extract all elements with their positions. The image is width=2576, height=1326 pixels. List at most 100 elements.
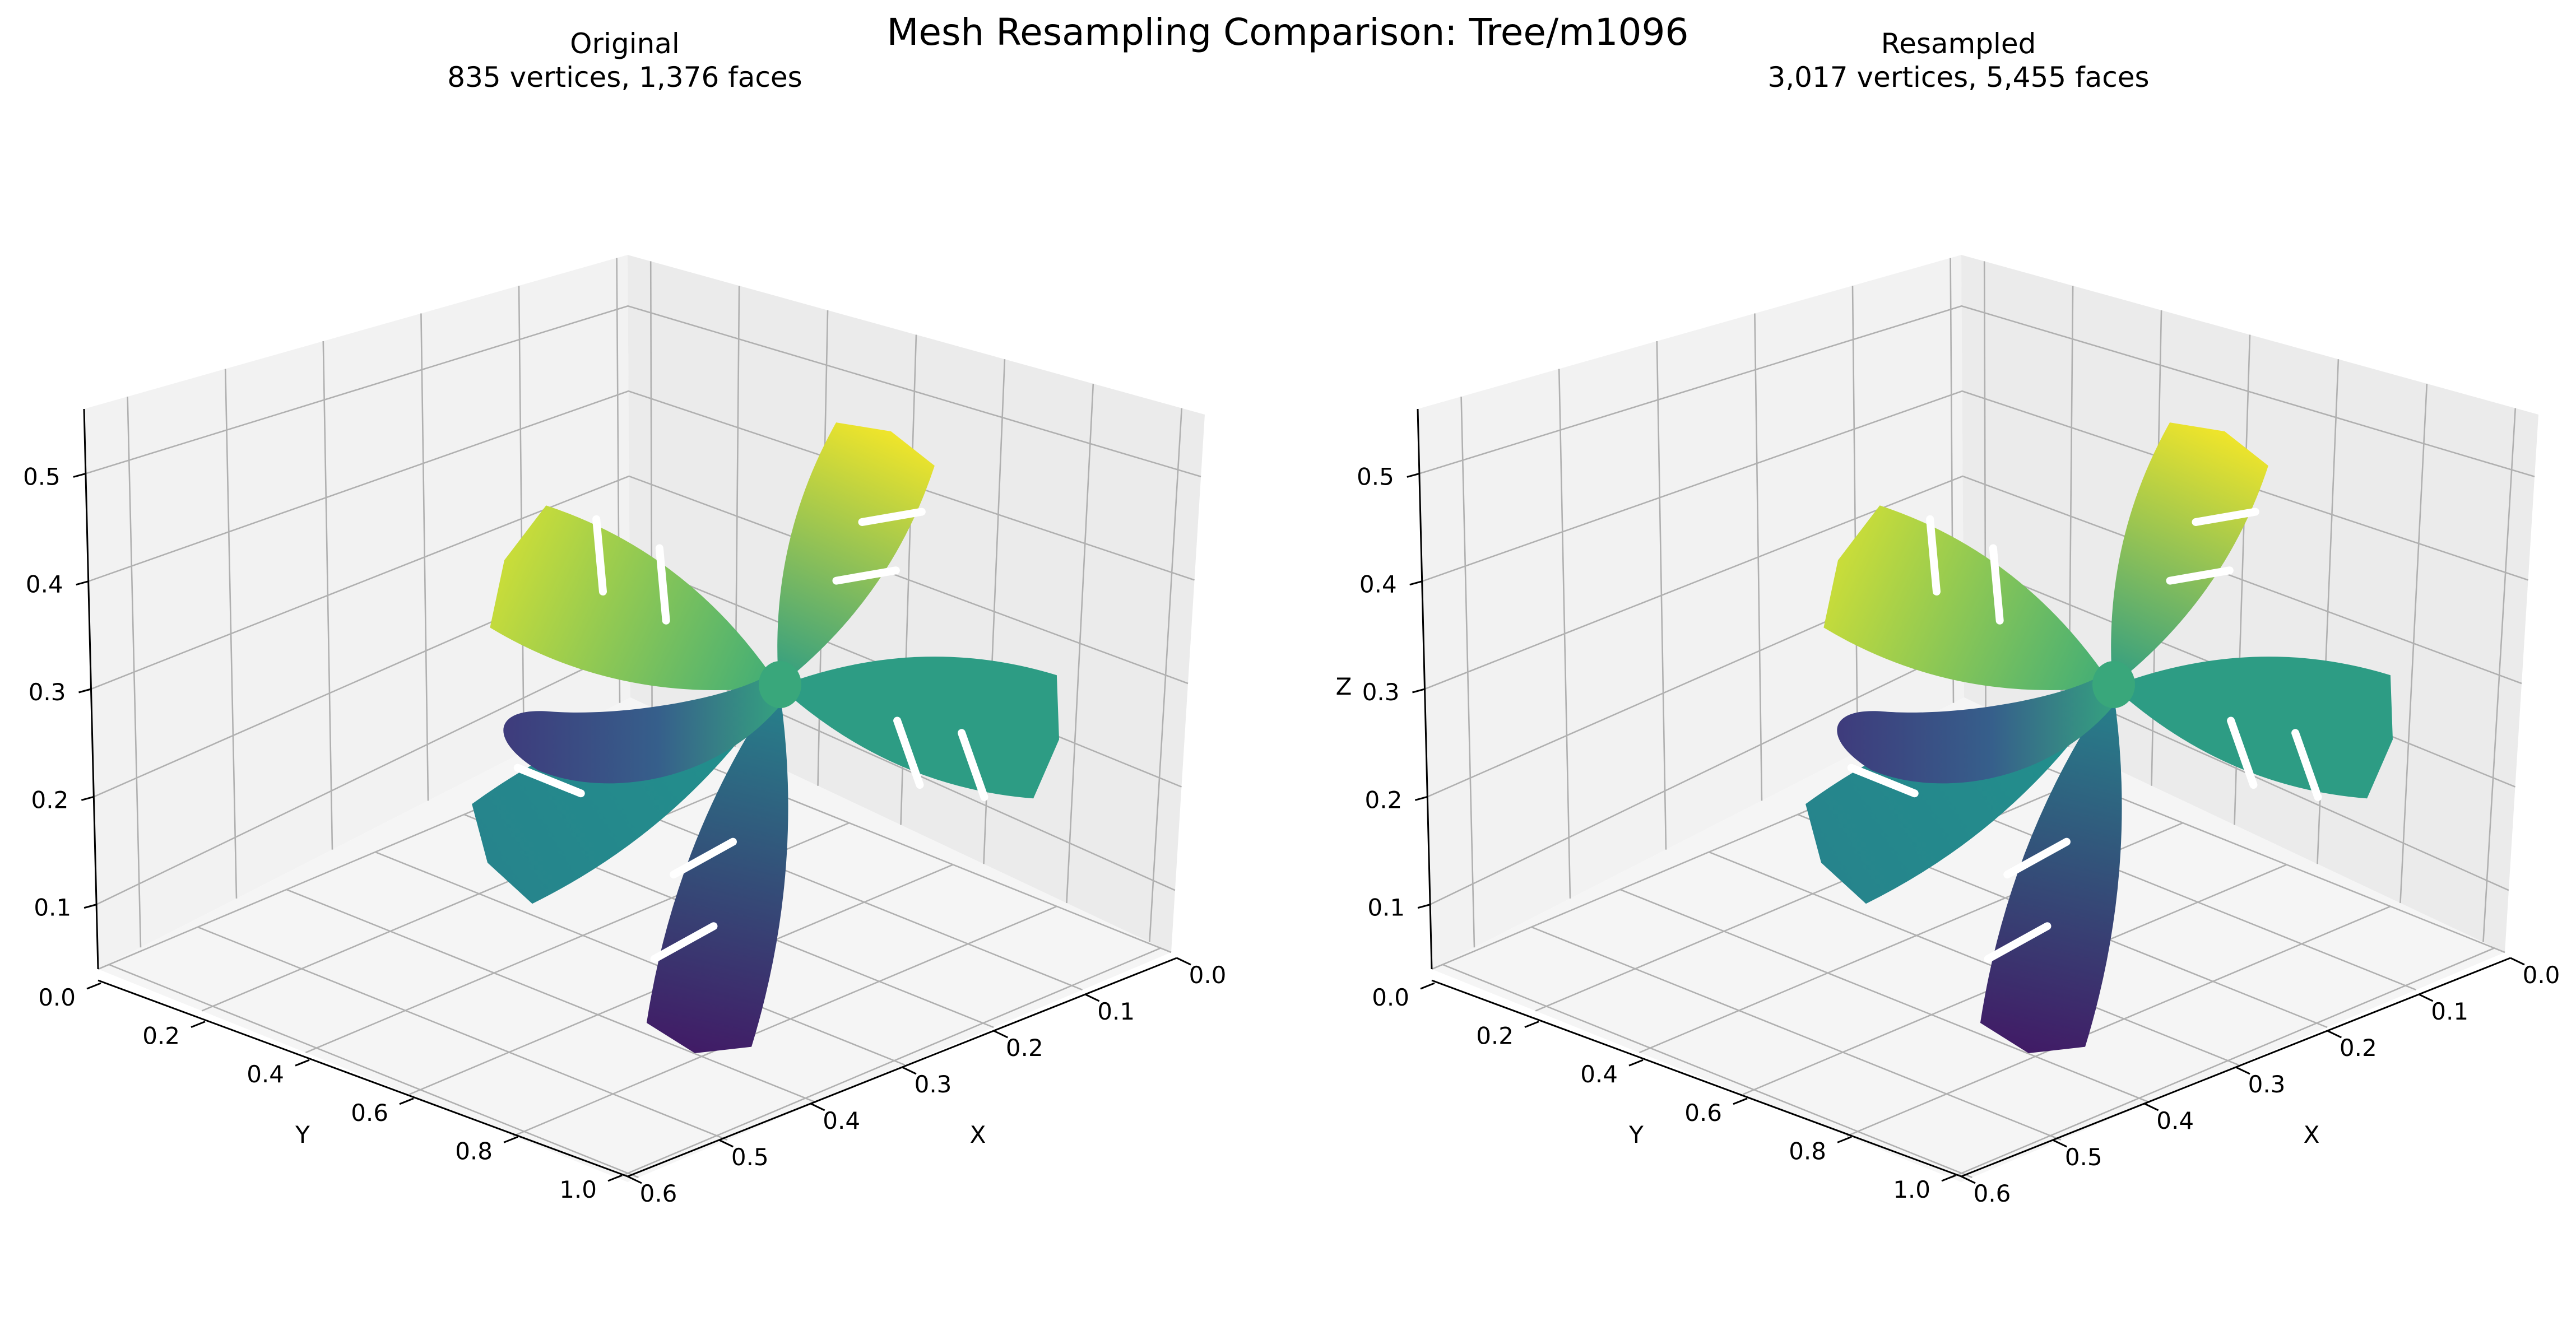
y-tick-mark	[1837, 1136, 1852, 1143]
z-tick-mark	[81, 795, 94, 801]
stem-tube	[503, 672, 785, 784]
panel-subtitle: 835 vertices, 1,376 faces	[447, 61, 802, 94]
x-tick-mark	[1085, 993, 1100, 1002]
z-tick-mark	[76, 580, 89, 586]
x-tick-label: 0.0	[2523, 961, 2560, 989]
x-axis-label: X	[2304, 1121, 2320, 1148]
leaf-notch	[1926, 515, 1941, 596]
y-tick-label: 0.4	[247, 1060, 284, 1088]
leaf-notch	[858, 508, 926, 526]
y-tick-label: 0.4	[1580, 1060, 1618, 1088]
leaf-right	[2113, 657, 2393, 799]
x-tick-label: 0.3	[2248, 1071, 2286, 1098]
leaf-top-left	[490, 505, 779, 691]
z-tick-label: 0.4	[1359, 571, 1397, 598]
z-tick-mark	[78, 688, 91, 694]
z-tick-mark	[1407, 472, 1420, 478]
grid-y-floor	[616, 947, 1161, 1179]
y-axis-line	[98, 979, 628, 1178]
y-tick-label: 0.0	[1372, 984, 1409, 1011]
z-tick-mark	[1412, 688, 1425, 694]
z-tick-label: 0.3	[29, 678, 66, 706]
leaf-notch	[655, 544, 670, 625]
z-tick-label: 0.4	[26, 571, 63, 598]
x-tick-mark	[2327, 1030, 2342, 1039]
grid-z	[85, 305, 1201, 478]
leaf-bottom	[646, 686, 788, 1053]
leaf-right	[779, 657, 1059, 799]
z-tick-label: 0.3	[1362, 678, 1400, 706]
panel-title: Original	[570, 27, 680, 60]
leaf-notch	[592, 515, 607, 596]
z-tick-mark	[1414, 795, 1428, 801]
x-tick-mark	[1961, 1175, 1976, 1184]
x-tick-mark	[2510, 957, 2525, 966]
y-axis-line	[1431, 979, 1962, 1178]
y-tick-label: 0.8	[1789, 1137, 1826, 1165]
z-tick-label: 0.1	[1367, 894, 1405, 922]
mesh-surface	[1805, 422, 2393, 1053]
x-tick-mark	[1176, 957, 1191, 966]
back-left-pane	[84, 255, 630, 969]
grid-x-floor	[286, 888, 816, 1104]
back-right-pane	[1961, 255, 2538, 952]
y-tick-mark	[295, 1059, 310, 1067]
panel-title: Resampled	[1881, 27, 2036, 60]
y-tick-mark	[1628, 1059, 1644, 1067]
x-tick-label: 0.5	[2065, 1143, 2102, 1171]
z-tick-mark	[1417, 904, 1431, 909]
z-tick-mark	[83, 904, 97, 909]
x-tick-label: 0.1	[1097, 998, 1135, 1025]
x-tick-mark	[810, 1102, 825, 1111]
leaf-notch	[2192, 508, 2259, 526]
y-tick-mark	[1420, 982, 1435, 990]
grid-x-floor	[108, 964, 639, 1179]
grid-y-floor	[513, 905, 1057, 1137]
y-tick-mark	[503, 1136, 518, 1143]
grid-z	[1422, 390, 2528, 582]
grid-x-floor	[1531, 926, 2062, 1141]
z-tick-mark	[73, 472, 86, 478]
y-tick-mark	[399, 1097, 414, 1105]
x-tick-mark	[993, 1030, 1008, 1039]
leaf-notch	[2291, 729, 2322, 801]
leaf-bottom	[1980, 686, 2122, 1053]
leaf-notch	[650, 922, 718, 963]
panel-resampled: 0.1 0.2 0.3 0.4 0.5 0.0 0.2 0.4 0.6 0.8 1.0 0.0 0.1 0…	[1336, 27, 2560, 1207]
panel-original: 0.1 0.2 0.3 0.4 0.5 0.0 0.2 0.4 0.6 0.8 1.0 0.0 0.1 0…	[23, 27, 1226, 1207]
panel-subtitle: 3,017 vertices, 5,455 faces	[1767, 61, 2149, 94]
grid-z	[1419, 305, 2535, 478]
floor-pane	[98, 697, 1171, 1182]
grid-z	[1424, 475, 2522, 690]
leaf-top-left	[1823, 505, 2113, 691]
grid-x-floor	[1619, 888, 2150, 1104]
x-tick-mark	[2235, 1066, 2250, 1075]
leaf-notch	[2227, 716, 2258, 789]
grid-y-floor	[1846, 905, 2391, 1137]
leaf-notch	[832, 566, 900, 585]
mesh-hub	[759, 661, 801, 708]
leaf-notch	[1984, 922, 2051, 963]
leaf-top-right	[777, 422, 935, 686]
z-tick-label: 0.5	[23, 463, 61, 490]
x-tick-mark	[902, 1066, 917, 1075]
figure-title: Mesh Resampling Comparison: Tree/m1096	[886, 11, 1688, 54]
y-tick-mark	[1733, 1097, 1748, 1105]
x-axis-label: X	[970, 1121, 986, 1148]
y-axis-label: Y	[1628, 1121, 1644, 1148]
back-right-pane	[628, 255, 1205, 952]
leaf-notch	[2003, 838, 2071, 879]
grid-z	[91, 475, 1189, 690]
x-tick-label: 0.2	[2340, 1034, 2377, 1062]
z-tick-mark	[1409, 580, 1423, 586]
grid-x-floor	[1442, 964, 1972, 1179]
grid-y-floor	[1950, 947, 2495, 1179]
mesh-surface	[472, 422, 1059, 1053]
floor-pane	[1432, 697, 2505, 1182]
grid-x-floor	[1709, 851, 2239, 1066]
y-tick-label: 0.2	[142, 1022, 180, 1050]
x-tick-label: 0.6	[640, 1180, 677, 1207]
y-axis-label: Y	[295, 1121, 310, 1148]
y-tick-mark	[191, 1021, 206, 1028]
x-tick-label: 0.4	[2156, 1107, 2194, 1134]
